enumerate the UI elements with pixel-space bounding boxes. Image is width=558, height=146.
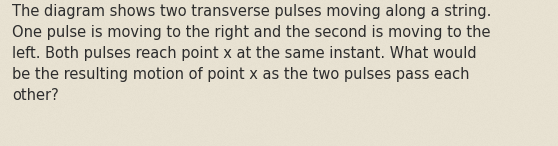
Text: The diagram shows two transverse pulses moving along a string.
One pulse is movi: The diagram shows two transverse pulses … <box>12 4 492 103</box>
